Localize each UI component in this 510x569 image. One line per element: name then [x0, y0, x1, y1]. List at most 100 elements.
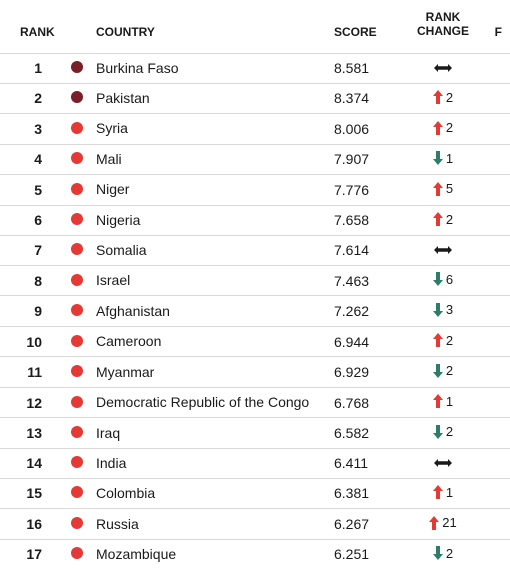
arrow-up-icon — [433, 121, 443, 135]
cell-rank: 1 — [0, 53, 64, 83]
table-row: 9Afghanistan7.2623 — [0, 296, 510, 327]
cell-country: Iraq — [90, 418, 328, 449]
rank-change-value: 2 — [446, 363, 453, 378]
rank-change-value: 2 — [446, 424, 453, 439]
table-row: 8Israel7.4636 — [0, 265, 510, 296]
cell-tail — [484, 418, 510, 449]
cell-change: 2 — [402, 326, 484, 357]
cell-country: Cameroon — [90, 326, 328, 357]
rank-change-value: 1 — [446, 394, 453, 409]
cell-tail — [484, 296, 510, 327]
cell-rank: 8 — [0, 265, 64, 296]
cell-country: Niger — [90, 175, 328, 206]
arrow-up-icon — [433, 212, 443, 226]
cell-tail — [484, 326, 510, 357]
table-row: 4Mali7.9071 — [0, 144, 510, 175]
rank-change: 1 — [433, 394, 453, 409]
cell-tail — [484, 387, 510, 418]
arrow-down-icon — [433, 272, 443, 286]
cell-score: 8.581 — [328, 53, 402, 83]
rank-change: 2 — [433, 212, 453, 227]
cell-rank: 16 — [0, 509, 64, 540]
cell-dot — [64, 326, 90, 357]
cell-score: 7.907 — [328, 144, 402, 175]
severity-dot-icon — [71, 486, 83, 498]
cell-dot — [64, 144, 90, 175]
cell-score: 6.267 — [328, 509, 402, 540]
rank-change-value: 2 — [446, 333, 453, 348]
rank-change: 5 — [433, 181, 453, 196]
header-dot — [64, 0, 90, 53]
cell-country: Colombia — [90, 478, 328, 509]
arrow-up-icon — [433, 182, 443, 196]
table-row: 5Niger7.7765 — [0, 175, 510, 206]
arrow-down-icon — [433, 303, 443, 317]
severity-dot-icon — [71, 396, 83, 408]
cell-rank: 12 — [0, 387, 64, 418]
cell-country: Somalia — [90, 236, 328, 266]
cell-change: 2 — [402, 539, 484, 569]
cell-score: 7.614 — [328, 236, 402, 266]
severity-dot-icon — [71, 61, 83, 73]
cell-score: 6.768 — [328, 387, 402, 418]
cell-change: 5 — [402, 175, 484, 206]
arrow-down-icon — [433, 425, 443, 439]
cell-tail — [484, 265, 510, 296]
rank-change: 21 — [429, 515, 456, 530]
cell-dot — [64, 448, 90, 478]
cell-rank: 15 — [0, 478, 64, 509]
severity-dot-icon — [71, 122, 83, 134]
cell-country: Syria — [90, 114, 328, 145]
rank-change: 2 — [433, 363, 453, 378]
cell-change: 1 — [402, 387, 484, 418]
rank-change — [434, 245, 452, 255]
arrow-down-icon — [433, 364, 443, 378]
severity-dot-icon — [71, 304, 83, 316]
rank-change: 2 — [433, 90, 453, 105]
cell-score: 6.929 — [328, 357, 402, 388]
arrow-same-icon — [434, 63, 452, 73]
rank-change-value: 5 — [446, 181, 453, 196]
cell-country: Democratic Republic of the Congo — [90, 387, 328, 418]
cell-dot — [64, 478, 90, 509]
rank-change — [434, 458, 452, 468]
cell-country: Burkina Faso — [90, 53, 328, 83]
cell-rank: 4 — [0, 144, 64, 175]
cell-tail — [484, 175, 510, 206]
header-change: RANK CHANGE — [402, 0, 484, 53]
table-row: 16Russia6.26721 — [0, 509, 510, 540]
cell-score: 6.582 — [328, 418, 402, 449]
cell-change — [402, 53, 484, 83]
cell-dot — [64, 236, 90, 266]
cell-rank: 17 — [0, 539, 64, 569]
cell-tail — [484, 53, 510, 83]
rank-change-value: 1 — [446, 151, 453, 166]
rank-change: 1 — [433, 485, 453, 500]
arrow-up-icon — [433, 394, 443, 408]
severity-dot-icon — [71, 365, 83, 377]
cell-tail — [484, 509, 510, 540]
arrow-up-icon — [429, 516, 439, 530]
rank-change: 2 — [433, 120, 453, 135]
table-row: 6Nigeria7.6582 — [0, 205, 510, 236]
table-row: 14India6.411 — [0, 448, 510, 478]
severity-dot-icon — [71, 91, 83, 103]
table-row: 1 Burkina Faso8.581 — [0, 53, 510, 83]
rank-change-value: 3 — [446, 302, 453, 317]
cell-country: Afghanistan — [90, 296, 328, 327]
cell-change: 3 — [402, 296, 484, 327]
header-change-line1: RANK — [426, 10, 461, 24]
cell-change: 2 — [402, 83, 484, 114]
cell-tail — [484, 357, 510, 388]
cell-change: 1 — [402, 144, 484, 175]
arrow-up-icon — [433, 90, 443, 104]
cell-change — [402, 236, 484, 266]
severity-dot-icon — [71, 274, 83, 286]
cell-dot — [64, 205, 90, 236]
rank-change-value: 2 — [446, 546, 453, 561]
table-row: 11Myanmar6.9292 — [0, 357, 510, 388]
severity-dot-icon — [71, 213, 83, 225]
cell-dot — [64, 539, 90, 569]
table-row: 3Syria8.0062 — [0, 114, 510, 145]
arrow-down-icon — [433, 546, 443, 560]
